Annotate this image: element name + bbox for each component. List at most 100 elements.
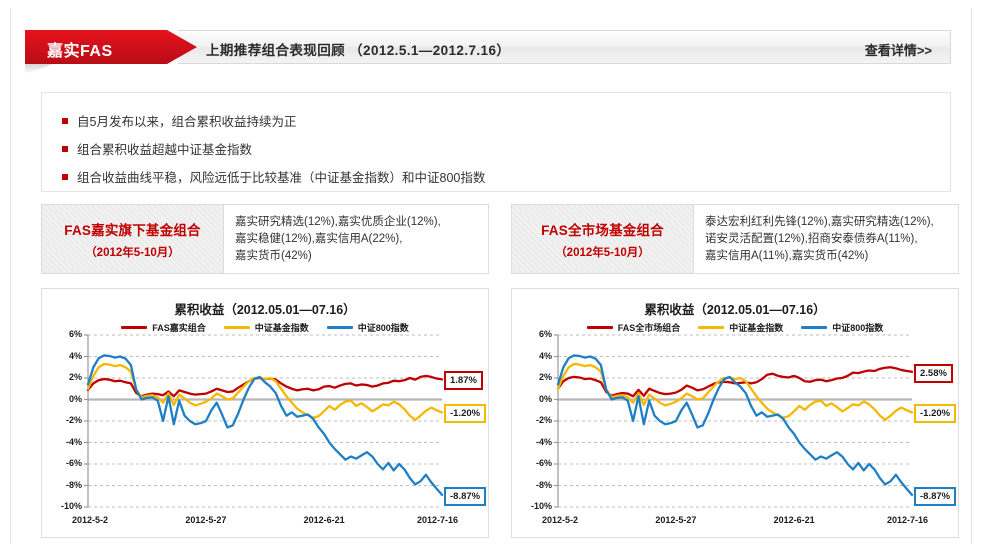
holding-line: 诺安灵活配置(12%),招商安泰债券A(11%), bbox=[705, 233, 918, 245]
bullet-text: 组合收益曲线平稳，风险远低于比较基准（中证基金指数）和中证800指数 bbox=[77, 171, 486, 185]
portfolio-card: FAS全市场基金组合 （2012年5-10月） 泰达宏利红利先锋(12%),嘉实… bbox=[511, 204, 959, 274]
list-item: 组合累积收益超越中证基金指数 bbox=[62, 139, 252, 158]
y-axis-tick-label: 4% bbox=[68, 350, 82, 361]
chart-line bbox=[86, 354, 444, 497]
legend-swatch-fund-index bbox=[698, 326, 725, 329]
y-axis-tick-label: 6% bbox=[538, 329, 552, 339]
x-axis-tick-label: 2012-6-21 bbox=[303, 515, 345, 525]
chart-card: 累积收益（2012.05.01—07.16） FAS全市场组合 中证基金指数 中… bbox=[511, 288, 959, 538]
chart-plot-area: 6% 4% 2% 0% -2% -4% -6% -8% -10% 2012-5-2 2012-5-2… bbox=[42, 289, 490, 539]
brand-tag-label: 嘉实FAS bbox=[47, 43, 113, 60]
legend-swatch-portfolio bbox=[586, 326, 613, 329]
legend-swatch-fund-index bbox=[223, 326, 250, 329]
bullet-square-icon bbox=[62, 146, 68, 152]
holding-line: 嘉实信用A(11%),嘉实货币(42%) bbox=[705, 250, 869, 262]
bullet-square-icon bbox=[62, 118, 68, 124]
series-end-value-label: -1.20% bbox=[444, 404, 487, 424]
portfolio-holdings: 泰达宏利红利先锋(12%),嘉实研究精选(12%), 诺安灵活配置(12%),招… bbox=[694, 205, 958, 273]
y-axis-tick-label: -4% bbox=[535, 436, 552, 447]
x-axis-tick-label: 2012-6-21 bbox=[773, 515, 815, 525]
chart-svg bbox=[554, 334, 914, 508]
chart-plot-area: 6% 4% 2% 0% -2% -4% -6% -8% -10% 2012-5-2 2012-5-2… bbox=[512, 289, 960, 539]
legend-swatch-csi800 bbox=[326, 326, 353, 329]
legend-label: 中证基金指数 bbox=[729, 323, 784, 333]
y-axis-tick-label: -2% bbox=[65, 415, 82, 425]
legend-item: FAS嘉实组合 bbox=[121, 321, 206, 334]
portfolio-name: FAS全市场基金组合 bbox=[541, 222, 664, 238]
chart-line bbox=[556, 354, 914, 497]
y-axis-tick-label: -4% bbox=[65, 436, 82, 447]
y-axis-tick-label: 0% bbox=[538, 393, 552, 404]
y-axis-tick-label: 0% bbox=[68, 393, 82, 404]
legend-label: 中证基金指数 bbox=[254, 323, 309, 333]
chart-card: 累积收益（2012.05.01—07.16） FAS嘉实组合 中证基金指数 中证… bbox=[41, 288, 489, 538]
legend-item: 中证基金指数 bbox=[223, 321, 309, 334]
x-axis-tick-label: 2012-5-2 bbox=[542, 515, 579, 525]
y-axis-tick-label: -6% bbox=[535, 458, 552, 468]
legend-label: FAS全市场组合 bbox=[617, 323, 681, 333]
y-axis-tick-label: -10% bbox=[60, 501, 82, 511]
legend-label: 中证800指数 bbox=[357, 323, 409, 333]
holding-line: 嘉实货币(42%) bbox=[235, 250, 312, 262]
bullet-text: 自5月发布以来，组合累积收益持续为正 bbox=[77, 115, 297, 129]
holding-line: 嘉实研究精选(12%),嘉实优质企业(12%), bbox=[235, 216, 441, 228]
chart-title: 累积收益（2012.05.01—07.16） bbox=[174, 303, 356, 317]
y-axis-tick-label: -8% bbox=[65, 479, 82, 490]
y-axis-tick-label: 2% bbox=[68, 372, 82, 382]
chart-legend: FAS全市场组合 中证基金指数 中证800指数 bbox=[512, 321, 958, 334]
chart-svg bbox=[84, 334, 444, 508]
brand-tag: 嘉实FAS bbox=[25, 30, 197, 74]
legend-swatch-csi800 bbox=[801, 326, 828, 329]
y-axis-tick-label: -2% bbox=[535, 415, 552, 425]
series-end-value-label: -1.20% bbox=[914, 404, 957, 424]
legend-item: 中证基金指数 bbox=[698, 321, 783, 334]
portfolio-holdings: 嘉实研究精选(12%),嘉实优质企业(12%), 嘉实稳健(12%),嘉实信用A… bbox=[224, 205, 488, 273]
portfolio-period: （2012年5-10月） bbox=[85, 246, 180, 259]
y-axis-tick-label: 6% bbox=[68, 329, 82, 339]
y-axis-tick-label: -10% bbox=[530, 501, 552, 511]
brand-tag-fold-icon bbox=[25, 64, 53, 74]
header-banner: 上期推荐组合表现回顾 （2012.5.1—2012.7.16） 查看详情>> 嘉… bbox=[25, 30, 951, 74]
bullet-square-icon bbox=[62, 174, 68, 180]
portfolio-card: FAS嘉实旗下基金组合 （2012年5-10月） 嘉实研究精选(12%),嘉实优… bbox=[41, 204, 489, 274]
view-detail-link[interactable]: 查看详情>> bbox=[864, 43, 932, 58]
brand-tag-shape bbox=[25, 30, 197, 64]
header-bar: 上期推荐组合表现回顾 （2012.5.1—2012.7.16） 查看详情>> bbox=[178, 30, 951, 64]
x-axis-tick-label: 2012-5-2 bbox=[72, 515, 109, 525]
legend-label: 中证800指数 bbox=[832, 323, 884, 333]
chart-line bbox=[556, 362, 914, 422]
x-axis-tick-label: 2012-7-16 bbox=[886, 515, 928, 525]
legend-item: FAS全市场组合 bbox=[586, 321, 681, 334]
legend-swatch-portfolio bbox=[121, 326, 148, 329]
portfolio-column-left: FAS嘉实旗下基金组合 （2012年5-10月） 嘉实研究精选(12%),嘉实优… bbox=[41, 204, 489, 538]
series-end-value-label: -8.87% bbox=[914, 486, 957, 506]
list-item: 组合收益曲线平稳，风险远低于比较基准（中证基金指数）和中证800指数 bbox=[62, 167, 485, 186]
chart-line bbox=[86, 362, 444, 422]
list-item: 自5月发布以来，组合累积收益持续为正 bbox=[62, 111, 296, 130]
portfolio-name-block: FAS嘉实旗下基金组合 （2012年5-10月） bbox=[42, 205, 224, 273]
holding-line: 泰达宏利红利先锋(12%),嘉实研究精选(12%), bbox=[705, 216, 934, 228]
page-content: 上期推荐组合表现回顾 （2012.5.1—2012.7.16） 查看详情>> 嘉… bbox=[10, 8, 972, 544]
bullet-text: 组合累积收益超越中证基金指数 bbox=[77, 143, 253, 157]
legend-item: 中证800指数 bbox=[326, 321, 409, 334]
chart-legend: FAS嘉实组合 中证基金指数 中证800指数 bbox=[42, 321, 488, 334]
series-end-value-label: 1.87% bbox=[444, 371, 483, 391]
legend-item: 中证800指数 bbox=[801, 321, 883, 334]
page-title: 上期推荐组合表现回顾 （2012.5.1—2012.7.16） bbox=[206, 43, 511, 58]
y-axis-tick-label: 4% bbox=[538, 350, 552, 361]
y-axis-tick-label: -6% bbox=[65, 458, 82, 468]
portfolio-period: （2012年5-10月） bbox=[555, 246, 650, 259]
portfolio-name-block: FAS全市场基金组合 （2012年5-10月） bbox=[512, 205, 694, 273]
chart-title: 累积收益（2012.05.01—07.16） bbox=[644, 303, 826, 317]
holding-line: 嘉实稳健(12%),嘉实信用A(22%), bbox=[235, 233, 403, 245]
legend-label: FAS嘉实组合 bbox=[152, 323, 206, 333]
portfolio-name: FAS嘉实旗下基金组合 bbox=[64, 222, 201, 238]
y-axis-tick-label: 2% bbox=[538, 372, 552, 382]
x-axis-tick-label: 2012-5-27 bbox=[655, 515, 697, 525]
y-axis-tick-label: -8% bbox=[535, 479, 552, 490]
x-axis-tick-label: 2012-7-16 bbox=[416, 515, 458, 525]
series-end-value-label: 2.58% bbox=[914, 363, 953, 383]
portfolio-column-right: FAS全市场基金组合 （2012年5-10月） 泰达宏利红利先锋(12%),嘉实… bbox=[511, 204, 959, 538]
series-end-value-label: -8.87% bbox=[444, 486, 487, 506]
x-axis-tick-label: 2012-5-27 bbox=[185, 515, 227, 525]
